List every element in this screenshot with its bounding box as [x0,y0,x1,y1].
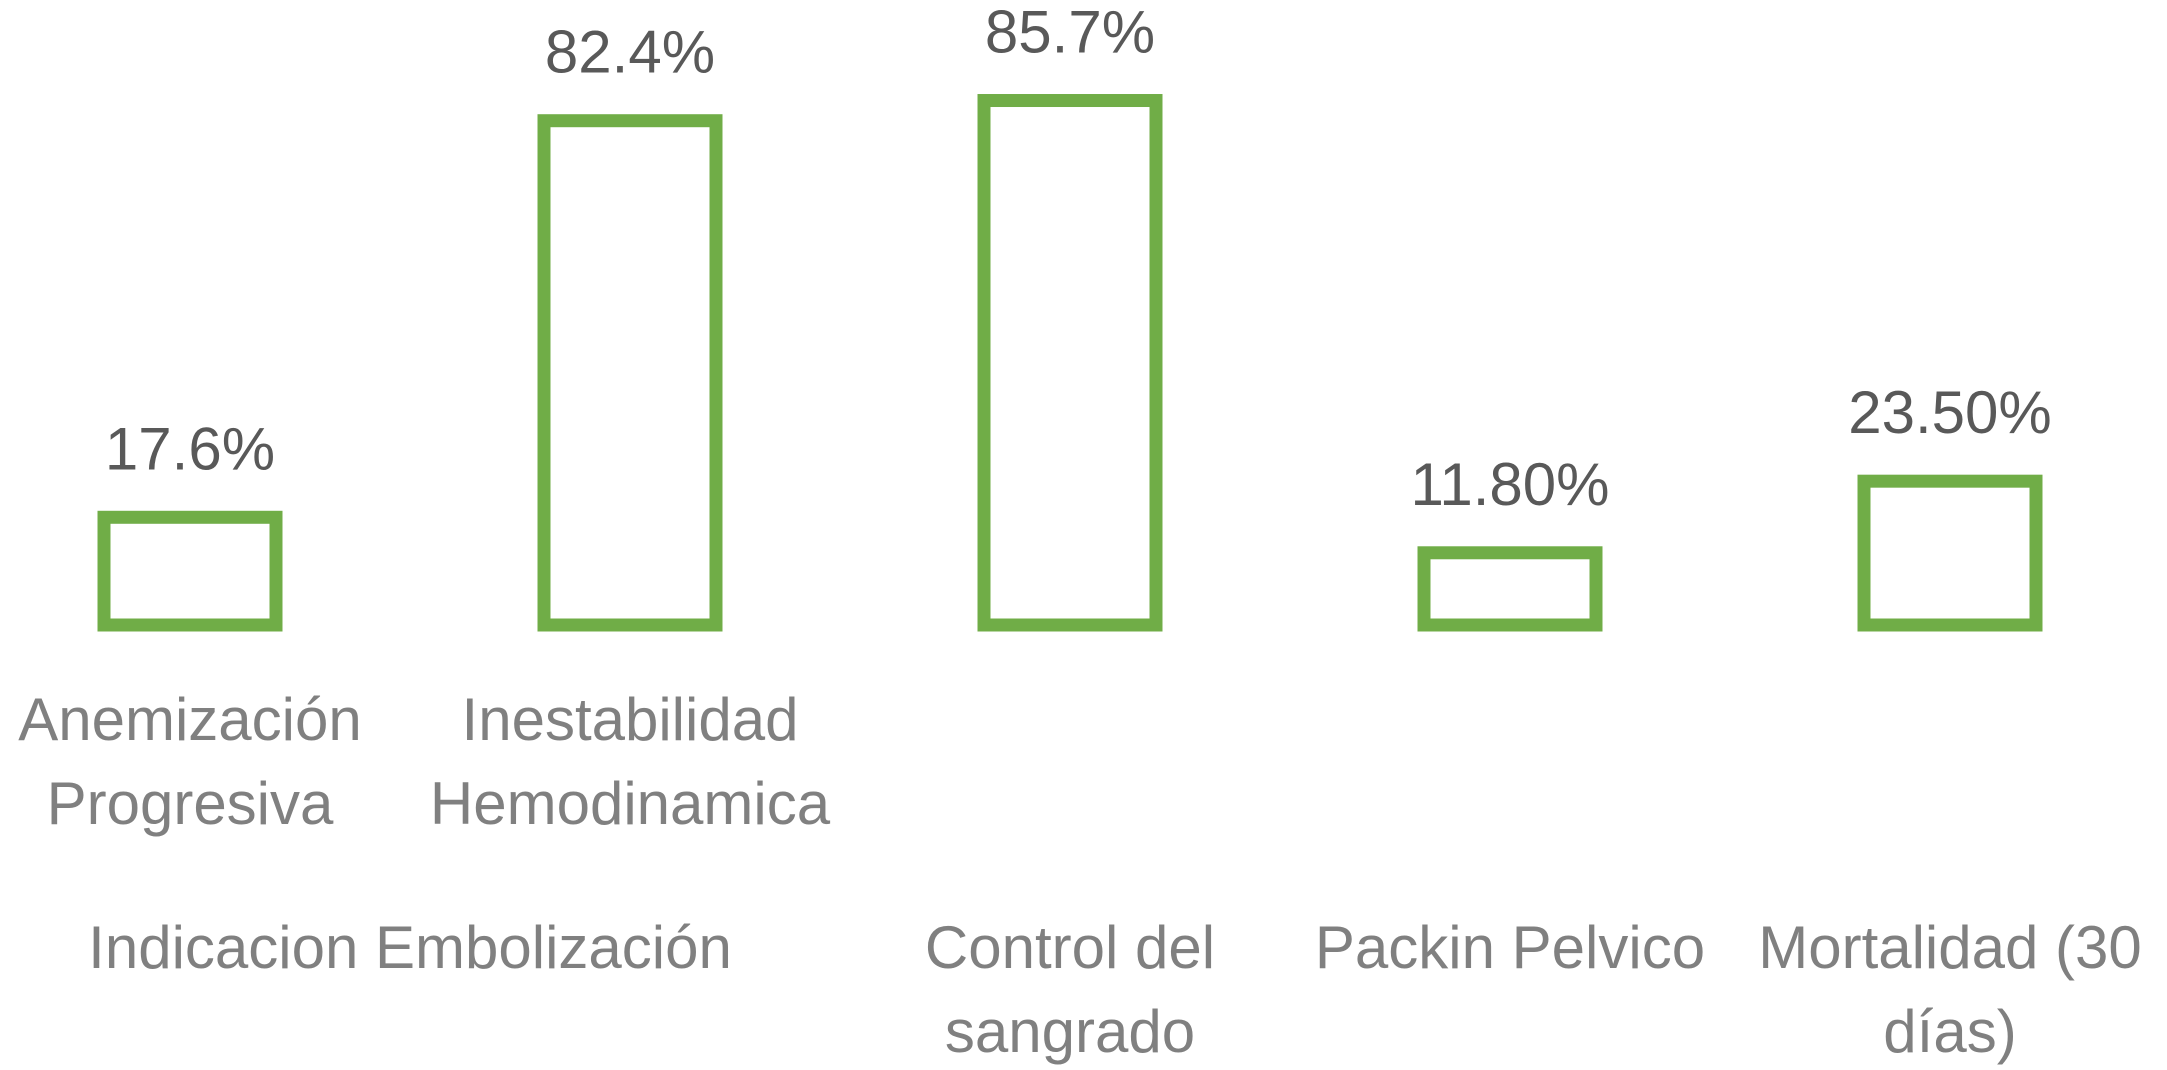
data-label-3: 11.80% [1410,451,1609,518]
category-label-3: Packin Pelvico [1315,914,1705,981]
data-label-4: 23.50% [1848,379,2052,446]
category-label-1: Hemodinamica [430,770,831,837]
data-label-0: 17.6% [105,415,275,482]
category-label-1: Inestabilidad [462,686,799,753]
category-label-4: días) [1883,998,2016,1065]
bar-1 [537,114,723,632]
category-label-2: Control del [925,914,1215,981]
data-label-1: 82.4% [545,19,715,86]
bar-2 [977,94,1163,632]
bar-3 [1417,546,1603,632]
category-label-4: Mortalidad (30 [1758,914,2142,981]
group-label-0: Indicacion Embolización [88,914,732,981]
category-label-0: Progresiva [47,770,334,837]
category-label-0: Anemización [18,686,362,753]
bar-4 [1857,474,2043,632]
category-label-2: sangrado [945,998,1195,1065]
bar-0 [97,510,283,632]
data-label-2: 85.7% [985,0,1155,66]
